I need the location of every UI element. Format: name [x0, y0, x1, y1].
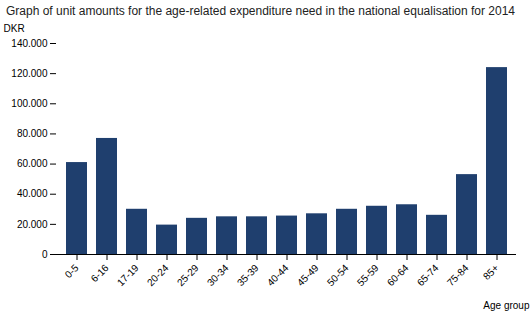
html-text:Graph of unit amounts for the: Graph of unit amounts for the age-relate… [6, 4, 515, 18]
svg-text:65-74: 65-74 [415, 262, 441, 288]
svg-text:0: 0 [42, 249, 48, 260]
svg-text:50-54: 50-54 [325, 262, 351, 288]
svg-text:140.000: 140.000 [11, 38, 48, 49]
svg-text:45-49: 45-49 [295, 262, 321, 288]
svg-text:20-24: 20-24 [145, 262, 171, 288]
svg-text:120.000: 120.000 [11, 68, 48, 79]
svg-text:40-44: 40-44 [265, 262, 291, 288]
svg-text:6-16: 6-16 [89, 262, 111, 284]
svg-text:100.000: 100.000 [11, 98, 48, 109]
svg-text:0-5: 0-5 [63, 262, 81, 280]
svg-text:DKR: DKR [4, 23, 25, 34]
svg-text:40.000: 40.000 [17, 188, 48, 199]
svg-text:35-39: 35-39 [235, 262, 261, 288]
svg-text:80.000: 80.000 [17, 128, 48, 139]
svg-text:30-34: 30-34 [205, 262, 231, 288]
svg-text:85+: 85+ [481, 262, 501, 282]
svg-text:25-29: 25-29 [175, 262, 201, 288]
svg-text:20.000: 20.000 [17, 219, 48, 230]
svg-text:55-59: 55-59 [355, 262, 381, 288]
svg-text:60.000: 60.000 [17, 158, 48, 169]
svg-text:75-84: 75-84 [445, 262, 471, 288]
svg-text:60-64: 60-64 [385, 262, 411, 288]
svg-text:Age group: Age group [483, 300, 530, 311]
svg-text:17-19: 17-19 [115, 262, 141, 288]
